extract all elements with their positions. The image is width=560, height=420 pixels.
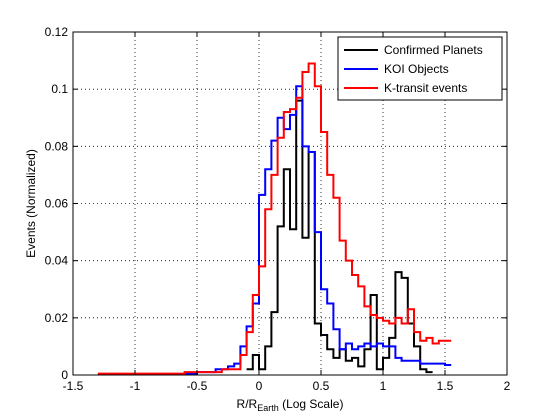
x-axis-label-main: R/R xyxy=(237,397,258,411)
x-tick-label: -1 xyxy=(130,379,141,393)
x-tick-label: 0.5 xyxy=(313,379,330,393)
ticks-layer: -1.5 -1 -0.5 0 0.5 1 1.5 2 0 0.02 0.04 0.06 0.08 0.1 0… xyxy=(45,25,511,393)
plot-layer xyxy=(97,62,452,375)
y-tick-label: 0 xyxy=(61,368,68,382)
legend: Confirmed Planets KOI Objects K-transit ev… xyxy=(337,36,503,101)
x-axis-label-subscript: Earth xyxy=(257,403,279,413)
series-line-koi-objects xyxy=(184,85,452,375)
series-line-k-transit-events xyxy=(97,62,452,375)
y-tick-label: 0.12 xyxy=(45,25,69,39)
series-line-confirmed-planets xyxy=(246,99,433,374)
x-axis-label-suffix: (Log Scale) xyxy=(279,397,344,411)
y-tick-label: 0.08 xyxy=(45,139,69,153)
x-axis-label: R/REarth (Log Scale) xyxy=(237,397,344,413)
x-tick-label: -0.5 xyxy=(187,379,208,393)
x-tick-label: -1.5 xyxy=(63,379,84,393)
legend-entry-label: K-transit events xyxy=(384,81,467,95)
y-tick-label: 0.04 xyxy=(45,254,69,268)
legend-entry-label: Confirmed Planets xyxy=(384,43,483,57)
y-tick-label: 0.1 xyxy=(51,82,68,96)
y-axis-label: Events (Normalized) xyxy=(24,149,38,258)
x-tick-label: 0 xyxy=(256,379,263,393)
x-tick-label: 2 xyxy=(504,379,511,393)
x-tick-label: 1 xyxy=(380,379,387,393)
x-tick-label: 1.5 xyxy=(437,379,454,393)
y-tick-label: 0.06 xyxy=(45,197,69,211)
y-tick-label: 0.02 xyxy=(45,311,69,325)
legend-entry-label: KOI Objects xyxy=(384,62,449,76)
